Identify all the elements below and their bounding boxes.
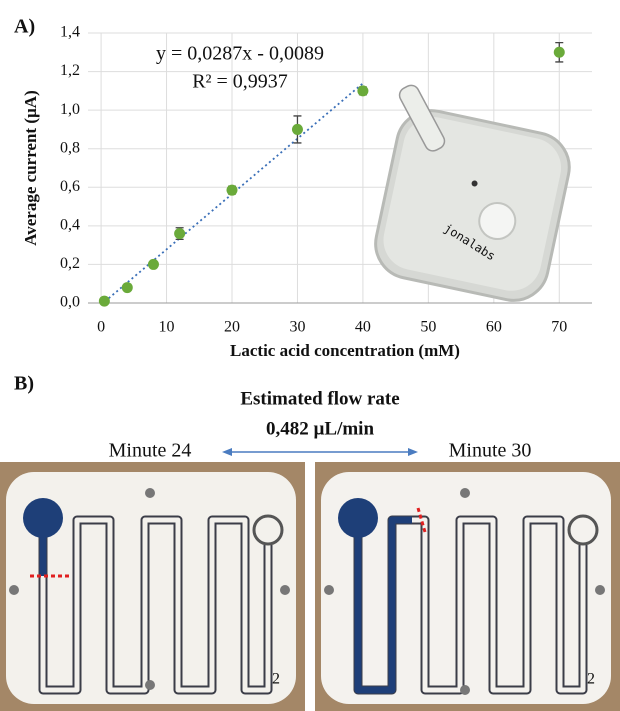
x-tick-label: 30 <box>289 319 305 336</box>
chip-photo: 2 <box>0 462 305 711</box>
y-tick-label: 1,0 <box>60 101 80 118</box>
data-point <box>147 258 159 270</box>
data-point <box>291 123 303 135</box>
y-tick-label: 0,2 <box>60 255 80 272</box>
device-photo: jonalabs <box>374 84 571 302</box>
y-tick-label: 0,4 <box>60 217 80 234</box>
y-tick-label: 0,6 <box>60 178 80 195</box>
caption: Minute 30 <box>449 440 532 462</box>
data-point <box>121 282 133 294</box>
x-tick-label: 50 <box>420 319 436 336</box>
equation: y = 0,0287x - 0,0089 <box>156 43 324 65</box>
y-tick-label: 0,0 <box>60 294 80 311</box>
data-point <box>553 46 565 58</box>
panel-label: A) <box>14 16 35 38</box>
y-tick-label: 1,2 <box>60 62 80 79</box>
x-tick-label: 0 <box>97 319 105 336</box>
x-tick-label: 40 <box>355 319 371 336</box>
y-tick-label: 0,8 <box>60 139 80 156</box>
caption: Minute 24 <box>109 440 192 462</box>
x-tick-label: 60 <box>486 319 502 336</box>
data-point <box>174 228 186 240</box>
flow-title: Estimated flow rate <box>240 388 399 409</box>
data-point <box>98 295 110 307</box>
chip-number: 2 <box>272 671 280 688</box>
chip-photo: 2 <box>315 462 620 711</box>
r-squared: R² = 0,9937 <box>192 71 288 93</box>
chip-number: 2 <box>587 671 595 688</box>
data-point <box>226 184 238 196</box>
y-axis-title: Average current (µA) <box>21 90 40 246</box>
panel-label: B) <box>14 373 34 395</box>
x-tick-label: 70 <box>551 319 567 336</box>
x-tick-label: 10 <box>159 319 175 336</box>
y-tick-label: 1,4 <box>60 24 80 41</box>
flow-rate: 0,482 µL/min <box>266 418 375 439</box>
data-point <box>357 85 369 97</box>
x-axis-title: Lactic acid concentration (mM) <box>230 341 460 360</box>
arrow <box>222 448 418 456</box>
x-tick-label: 20 <box>224 319 240 336</box>
